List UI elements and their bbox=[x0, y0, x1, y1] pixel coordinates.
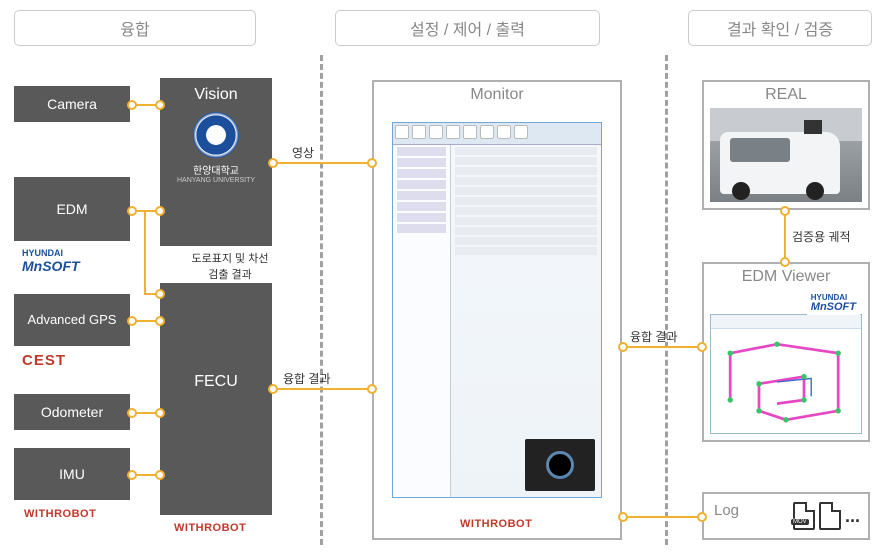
divider-2 bbox=[665, 55, 668, 545]
brand-hanyang: 한양대학교 bbox=[160, 162, 272, 177]
node-fecu-in0 bbox=[155, 289, 165, 299]
box-log: Log MOV ... bbox=[702, 492, 870, 540]
node-monitor-in1 bbox=[367, 158, 377, 168]
brand-hyundai-mnsoft-2: HYUNDAIMnSOFT bbox=[807, 292, 860, 315]
hanyang-logo-icon bbox=[193, 112, 239, 158]
node-vision-out bbox=[268, 158, 278, 168]
brand-withrobot-3: WITHROBOT bbox=[456, 516, 536, 532]
real-photo bbox=[710, 108, 862, 202]
node-edm-out1 bbox=[127, 206, 137, 216]
label-fusion-2: 융합 결과 bbox=[630, 328, 678, 345]
brand-withrobot-2: WITHROBOT bbox=[170, 520, 250, 536]
box-imu: IMU bbox=[14, 448, 130, 500]
node-fecu-in2 bbox=[155, 408, 165, 418]
divider-1 bbox=[320, 55, 323, 545]
header-col1: 융합 bbox=[14, 10, 256, 46]
node-real-out bbox=[780, 206, 790, 216]
mov-file-icon: MOV bbox=[793, 502, 815, 530]
monitor-title: Monitor bbox=[374, 82, 620, 108]
conn-monitor-log bbox=[622, 516, 702, 518]
label-road-detect: 도로표지 및 차선 검출 결과 bbox=[180, 250, 280, 282]
fecu-title: FECU bbox=[160, 283, 272, 391]
conn-vision-monitor bbox=[272, 162, 372, 164]
edm-viewer-title: EDM Viewer bbox=[704, 264, 868, 290]
box-edm-viewer: EDM Viewer HYUNDAIMnSOFT bbox=[702, 262, 870, 442]
node-edmv-in bbox=[697, 342, 707, 352]
real-title: REAL bbox=[704, 82, 868, 108]
node-edmv-in2 bbox=[780, 257, 790, 267]
edm-screenshot bbox=[710, 314, 862, 434]
box-edm: EDM bbox=[14, 177, 130, 241]
vision-title: Vision bbox=[160, 78, 272, 104]
brand-withrobot-1: WWITHROBOTITHROBOT bbox=[20, 506, 100, 522]
brand-hyundai-mnsoft-1: HYUNDAI MnSOFT bbox=[18, 246, 84, 276]
node-monitor-out1 bbox=[618, 342, 628, 352]
node-monitor-out2 bbox=[618, 512, 628, 522]
node-vision-in1 bbox=[155, 100, 165, 110]
box-vision: Vision 한양대학교 HANYANG UNIVERSITY bbox=[160, 78, 272, 246]
box-gps: Advanced GPS bbox=[14, 294, 130, 346]
label-video: 영상 bbox=[292, 144, 314, 161]
node-fecu-in3 bbox=[155, 470, 165, 480]
monitor-screenshot bbox=[392, 122, 602, 498]
node-fecu-out bbox=[268, 384, 278, 394]
conn-real-edmv bbox=[784, 210, 786, 262]
conn-edm-down bbox=[144, 210, 146, 294]
node-monitor-in2 bbox=[367, 384, 377, 394]
log-icons: MOV ... bbox=[793, 502, 860, 530]
node-fecu-in1 bbox=[155, 316, 165, 326]
header-col2: 설정 / 제어 / 출력 bbox=[335, 10, 600, 46]
node-vision-in2 bbox=[155, 206, 165, 216]
label-fusion-1: 융합 결과 bbox=[283, 370, 331, 387]
log-title: Log bbox=[714, 502, 739, 519]
brand-hanyang-sub: HANYANG UNIVERSITY bbox=[160, 177, 272, 184]
node-log-in bbox=[697, 512, 707, 522]
box-real: REAL bbox=[702, 80, 870, 210]
header-col3: 결과 확인 / 검증 bbox=[688, 10, 872, 46]
node-odo-out bbox=[127, 408, 137, 418]
label-verify-traj: 검증용 궤적 bbox=[792, 228, 851, 245]
node-gps-out bbox=[127, 316, 137, 326]
box-odometer: Odometer bbox=[14, 394, 130, 430]
more-icon: ... bbox=[845, 506, 860, 527]
box-monitor: Monitor WITHROBOT bbox=[372, 80, 622, 540]
box-camera: Camera bbox=[14, 86, 130, 122]
box-fecu: FECU bbox=[160, 283, 272, 515]
node-camera-out bbox=[127, 100, 137, 110]
file-icon bbox=[819, 502, 841, 530]
conn-monitor-edmv bbox=[622, 346, 702, 348]
brand-cest: CEST bbox=[18, 350, 70, 371]
node-imu-out bbox=[127, 470, 137, 480]
conn-fecu-monitor bbox=[272, 388, 372, 390]
